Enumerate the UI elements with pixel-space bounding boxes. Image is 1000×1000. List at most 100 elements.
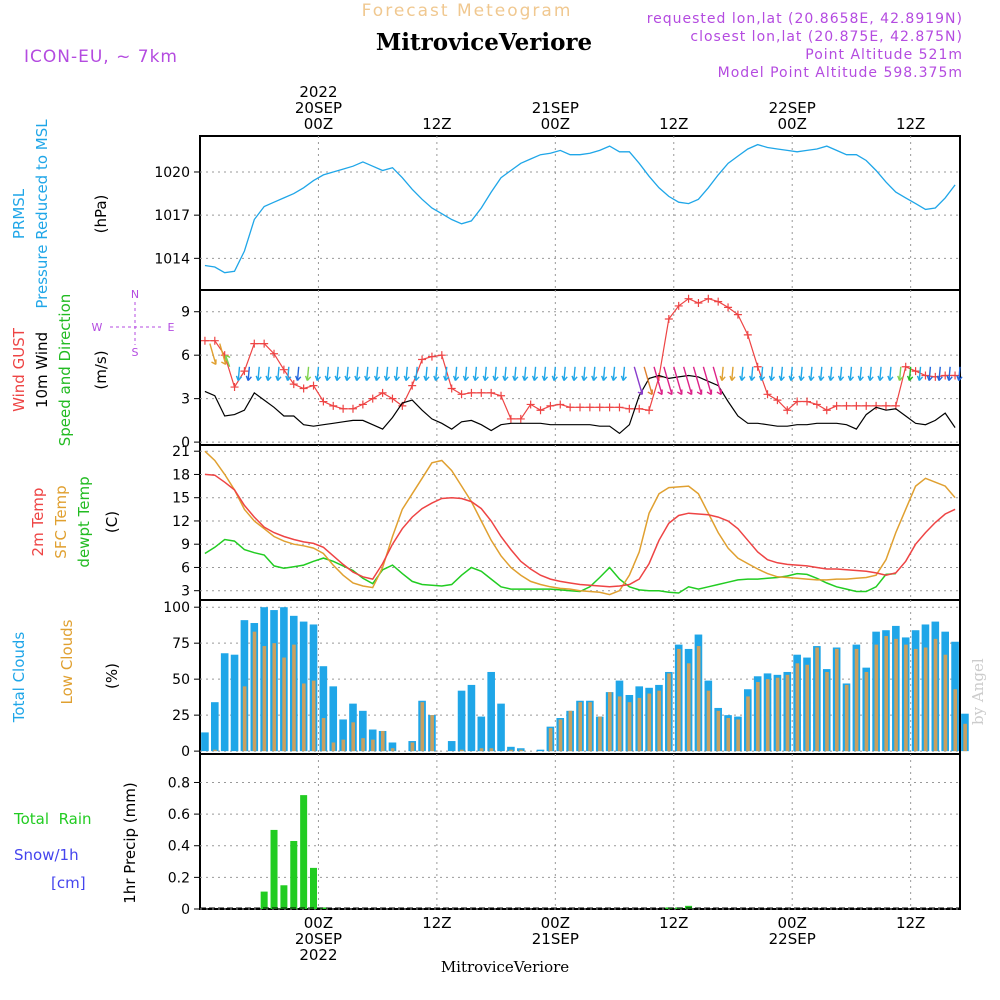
gust-marker [822,406,831,415]
low-cloud-bar [667,673,671,752]
low-cloud-bar [272,643,277,752]
wind-arrow [324,366,331,382]
gust-marker [664,314,673,323]
wind-arrow-shaft [721,366,724,381]
wind-arrow-shaft [790,366,793,381]
gust-marker [467,388,476,397]
bottom-time-label: 00Z [778,914,807,932]
wind-arrow-shaft [948,366,951,381]
wind-arrow-head [551,375,558,382]
wind-arrow [581,366,588,382]
total-cloud-bar [497,703,505,752]
wind-arrow [719,366,726,382]
low-cloud-bar [963,723,967,752]
compass-east: E [168,321,175,334]
gust-marker [230,383,239,392]
wind-arrow [373,366,381,382]
wind-arrow-head [211,359,217,365]
gust-marker [576,403,584,412]
wind-arrow [403,366,410,382]
wind-arrow-shaft [643,366,653,395]
gust-marker [921,371,930,380]
wind-arrow [334,366,341,382]
gust-marker [793,397,802,406]
wind-arrow [295,366,302,382]
wind-arrow-shaft [237,366,241,381]
gust-marker [427,352,436,361]
total-cloud-bar [467,684,476,752]
wind-arrow [393,366,400,382]
low-cloud-bar [795,663,800,752]
wind-arrow-shaft [829,366,833,381]
wind-arrow [946,366,953,382]
wind-arrow [551,366,558,382]
gust-marker [783,406,792,415]
wind-arrow-shaft [219,343,227,365]
wind-arrow [472,366,479,382]
low-cloud-bar [726,718,731,752]
wind-arrow-shaft [760,366,764,381]
wind-arrow-head [926,375,933,382]
wind-arrow-shaft [770,366,774,381]
gust-marker [733,310,742,319]
wind-arrow-head [729,375,736,382]
gust-marker [329,401,338,410]
precip-ytick-label: 0.4 [168,839,190,855]
watermark: by Angel [969,658,987,725]
gust-marker [289,380,298,389]
gust-marker [497,391,506,400]
wind-arrow-head [314,375,322,382]
low-cloud-bar [716,710,721,752]
total-cloud-bar [388,742,397,752]
t2m-line [204,473,956,588]
gust-marker [309,381,318,390]
gust-marker [210,336,219,345]
low-cloud-bar [815,647,819,752]
wind-arrow [739,366,746,382]
wind-arrow [344,366,351,382]
wind-arrow [643,366,653,396]
gust-marker [812,400,821,409]
wind-arrow-head [667,389,673,396]
gust-line [204,298,956,420]
wind-arrow-head [245,375,252,382]
wind-arrow-head [847,375,855,382]
wind-ytick-label: 3 [181,392,190,408]
wind-arrow-head [472,375,479,382]
wind-arrow-head [295,375,302,382]
gust-marker [615,403,624,412]
wind-arrow-head [265,375,272,382]
cloud-label-total: Total Clouds [10,632,28,724]
wind-arrow-head [591,375,598,382]
wind-arrow-head [788,375,795,382]
gust-marker [437,351,446,360]
low-cloud-bar [785,674,790,752]
wind-arrow-head [373,375,381,382]
precip-ytick-label: 0.8 [168,775,190,791]
pressure-ytick-label: 1020 [154,165,190,181]
compass-west: W [92,321,103,334]
wind-arrow-shaft [316,366,320,381]
wind-arrow-shaft [583,366,586,381]
gust-marker [299,384,308,393]
wind-arrow-shaft [543,366,547,381]
total-cloud-bar [447,741,456,752]
gust-marker [753,362,762,371]
wind-arrow-head [462,375,470,382]
wind-arrow-head [677,389,683,396]
wind-arrow-head [531,375,539,382]
precip-ylabel: 1hr Precip (mm) [121,782,139,903]
wind-arrow-shaft [879,366,882,381]
total-cloud-bar [487,671,495,752]
wind-arrow-shaft [622,366,626,381]
total-cloud-bar [329,686,338,752]
wind-arrow [209,343,217,365]
wind-arrow-head [364,375,371,382]
top-time-label: 00Z [778,115,807,133]
low-cloud-bar [558,719,563,752]
wind-arrow-shaft [395,366,399,381]
low-cloud-bar [805,664,810,752]
wind-arrow-shaft [464,366,468,381]
wind-arrow-shaft [908,366,912,381]
